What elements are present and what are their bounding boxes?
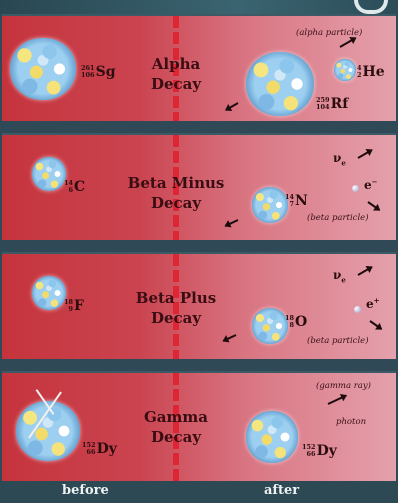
panel-beta-minus-decay: 14 6 C Beta Minus Decay νe e− (beta partic… xyxy=(2,133,396,240)
atomic-number: 66 xyxy=(306,450,316,458)
atomic-number: 2 xyxy=(357,71,362,79)
header-strip xyxy=(0,0,398,14)
daughter-nucleus xyxy=(246,411,298,463)
title-line-2: Decay xyxy=(150,194,202,212)
divider-line xyxy=(173,254,179,359)
neutrino-label: νe xyxy=(333,151,346,167)
atomic-number: 66 xyxy=(86,448,96,456)
atomic-number: 106 xyxy=(81,71,95,79)
particle-note: (gamma ray) xyxy=(316,381,371,391)
parent-nucleus xyxy=(32,276,66,310)
element-symbol: Rf xyxy=(330,96,349,112)
panel-gamma-decay: 152 66 Dy Gamma Decay (gamma ray) photon 1… xyxy=(2,371,396,481)
daughter-isotope-label: 152 66 Dy xyxy=(302,443,337,459)
mass-number: 14 xyxy=(64,179,74,187)
recoil-arrow xyxy=(224,219,239,227)
positron-label: e+ xyxy=(366,296,380,311)
parent-isotope-label: 261 106 Sg xyxy=(81,64,115,80)
element-symbol: Dy xyxy=(96,441,117,457)
divider-line xyxy=(173,373,179,481)
mass-number: 4 xyxy=(357,64,362,72)
alpha-particle xyxy=(334,59,356,81)
photon-label: photon xyxy=(336,417,367,427)
neutrino-label: νe xyxy=(333,268,346,284)
photon-arrow xyxy=(327,394,347,405)
neutrino-subscript: e xyxy=(341,275,346,285)
parent-isotope-label: 152 66 Dy xyxy=(82,441,117,457)
mass-number: 152 xyxy=(82,441,96,449)
mass-number: 14 xyxy=(285,193,295,201)
positron-symbol: e xyxy=(366,297,374,311)
daughter-nucleus xyxy=(252,308,288,344)
atomic-number: 7 xyxy=(289,200,295,208)
parent-nucleus xyxy=(10,38,76,100)
panel-beta-plus-decay: 18 9 F Beta Plus Decay νe e+ (beta particl… xyxy=(2,252,396,359)
electron-charge: − xyxy=(371,177,378,186)
mass-number: 18 xyxy=(285,314,295,322)
after-label: after xyxy=(264,483,300,498)
recoil-arrow xyxy=(225,102,239,111)
alpha-particle-label: 4 2 He xyxy=(357,64,385,80)
particle-note: (alpha particle) xyxy=(296,28,363,38)
element-symbol: N xyxy=(295,193,308,209)
neutrino-symbol: ν xyxy=(333,151,342,165)
recoil-arrow xyxy=(222,334,237,342)
decay-title: Alpha Decay xyxy=(111,54,241,94)
electron-particle xyxy=(352,185,359,192)
title-line-1: Alpha xyxy=(151,55,201,73)
electron-symbol: e xyxy=(364,178,372,192)
title-line-2: Decay xyxy=(150,309,202,327)
positron-particle xyxy=(354,306,361,313)
decay-title: Beta Minus Decay xyxy=(111,173,241,213)
daughter-nucleus xyxy=(246,52,314,116)
element-symbol: C xyxy=(74,179,86,195)
title-line-2: Decay xyxy=(150,428,202,446)
mass-number: 259 xyxy=(316,96,330,104)
particle-note: (beta particle) xyxy=(307,336,369,346)
daughter-isotope-label: 259 104 Rf xyxy=(316,96,348,112)
element-symbol: Sg xyxy=(95,64,116,80)
atomic-number: 6 xyxy=(68,186,74,194)
neutrino-arrow xyxy=(357,149,373,159)
neutrino-arrow xyxy=(357,266,373,276)
divider-line xyxy=(173,16,179,121)
particle-note: (beta particle) xyxy=(307,213,369,223)
particle-arrow xyxy=(339,37,357,48)
parent-isotope-label: 14 6 C xyxy=(64,179,85,195)
title-line-1: Gamma xyxy=(144,408,208,426)
footer-bar xyxy=(0,481,398,503)
title-line-2: Decay xyxy=(150,75,202,93)
mass-number: 18 xyxy=(64,298,74,306)
atomic-number: 104 xyxy=(316,103,330,111)
atomic-number: 8 xyxy=(289,321,295,329)
decay-title: Gamma Decay xyxy=(111,407,241,447)
element-symbol: O xyxy=(295,314,308,330)
daughter-nucleus xyxy=(252,187,288,223)
neutrino-subscript: e xyxy=(341,158,346,168)
before-label: before xyxy=(62,483,109,498)
daughter-isotope-label: 18 8 O xyxy=(285,314,307,330)
element-symbol: F xyxy=(74,298,84,314)
electron-label: e− xyxy=(364,177,378,192)
decay-title: Beta Plus Decay xyxy=(111,288,241,328)
positron-arrow xyxy=(369,320,383,330)
daughter-isotope-label: 14 7 N xyxy=(285,193,308,209)
element-symbol: He xyxy=(362,64,385,80)
atomic-number: 9 xyxy=(68,305,74,313)
mass-number: 152 xyxy=(302,443,316,451)
element-symbol: Dy xyxy=(316,443,337,459)
parent-isotope-label: 18 9 F xyxy=(64,298,84,314)
mass-number: 261 xyxy=(81,64,95,72)
title-fragment-glyph xyxy=(354,0,388,14)
title-line-1: Beta Plus xyxy=(135,289,217,307)
title-line-1: Beta Minus xyxy=(127,174,225,192)
parent-nucleus xyxy=(32,157,66,191)
divider-line xyxy=(173,135,179,240)
neutrino-symbol: ν xyxy=(333,268,342,282)
electron-arrow xyxy=(367,201,381,211)
positron-charge: + xyxy=(373,296,380,305)
